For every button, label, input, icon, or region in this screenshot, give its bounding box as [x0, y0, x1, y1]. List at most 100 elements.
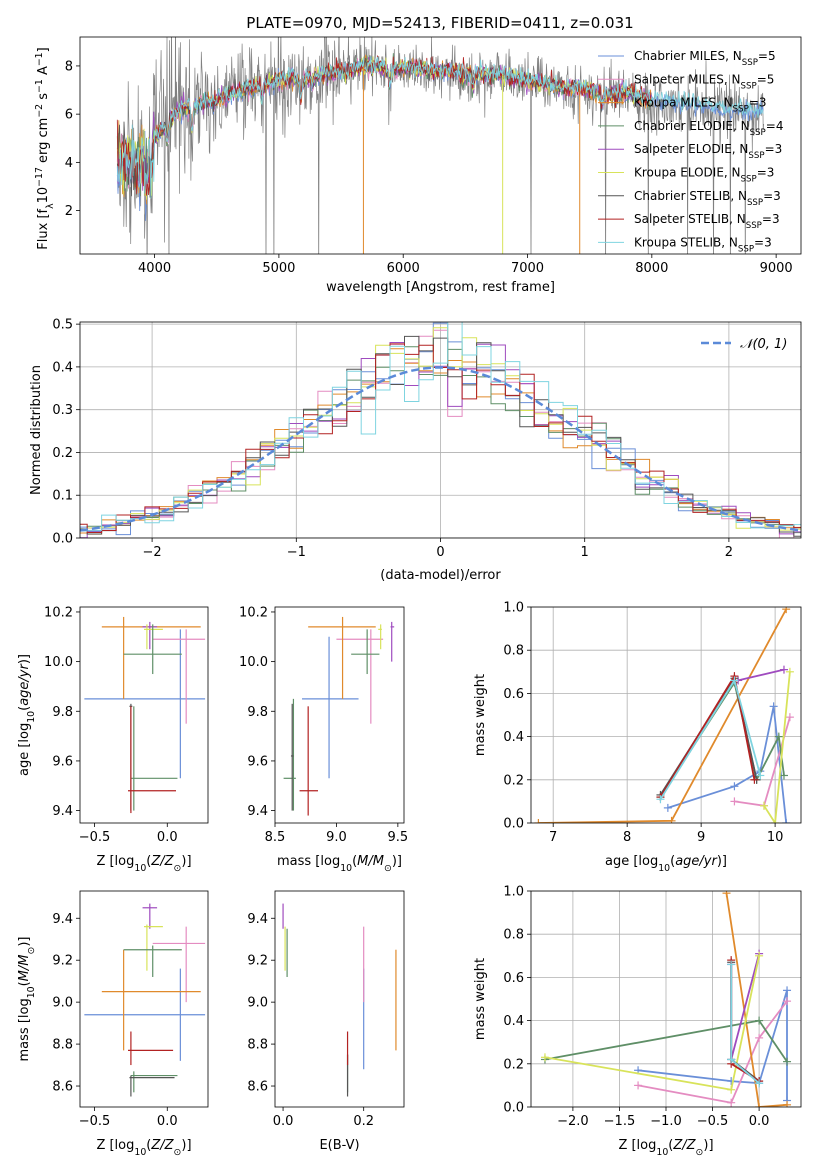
x-tick-label: −0.5 — [79, 830, 111, 845]
label-part: M/M — [17, 955, 32, 982]
label-part: ( — [146, 854, 151, 869]
label-part: Salpeter MILES, N — [634, 72, 741, 86]
legend-label: 𝒩(0, 1) — [740, 337, 787, 352]
x-tick-label: −1.0 — [650, 1114, 682, 1129]
y-tick-label: 4 — [65, 156, 73, 171]
label-part: 10 — [134, 863, 146, 874]
label-part: −2 — [34, 104, 45, 118]
legend-label: Kroupa MILES, NSSP=3 — [634, 96, 767, 115]
label-part: λ — [45, 203, 56, 209]
label-part: 10 — [134, 1147, 146, 1158]
label-part: )] — [17, 654, 32, 664]
label-part: ⊙ — [384, 863, 392, 874]
label-part: =3 — [763, 189, 781, 203]
x-tick-label: 5000 — [262, 261, 295, 276]
label-part: Z [log — [96, 854, 134, 869]
axes-frame — [79, 36, 802, 255]
label-part: age [log — [17, 723, 32, 776]
panel-age_vs_Z: −0.5 0.09.49.69.810.010.2Z [log10(Z/Z⊙)]a… — [17, 605, 209, 874]
panel-weight_vs_Z: −2.0 −1.5 −1.0 −0.5 0.0 0.0 0.2 0.4 0.6 0.8 1.0 Z [… — [473, 885, 802, 1158]
axes-frame — [530, 606, 802, 824]
y-tick-label: 9.4 — [52, 912, 73, 927]
label-part: Z [log — [96, 1138, 134, 1153]
y-tick-label: 0.4 — [503, 1014, 524, 1029]
y-tick-label: 9.2 — [52, 954, 73, 969]
label-part: erg cm — [36, 118, 51, 167]
model-spectrum-8 — [116, 56, 764, 199]
y-tick-label: 8.8 — [52, 1038, 73, 1053]
y-tick-label: 6 — [65, 108, 73, 123]
label-part: Z [log — [618, 1138, 656, 1153]
label-part: ( — [670, 854, 675, 869]
y-tick-label: 9.8 — [247, 705, 268, 720]
label-part: =3 — [757, 166, 775, 180]
weight-line-2 — [725, 893, 788, 1107]
label-part: age/yr — [17, 662, 32, 705]
label-part: 10 — [340, 863, 352, 874]
y-tick-label: 9.0 — [52, 996, 73, 1011]
label-part: Kroupa ELODIE, N — [634, 166, 741, 180]
label-part: ( — [668, 1138, 673, 1153]
plot-area — [116, 37, 765, 254]
weight-line-4 — [737, 668, 785, 682]
x-tick-label: −2.0 — [557, 1114, 589, 1129]
y-tick-label: 0.4 — [52, 360, 73, 375]
x-tick-label: 0.0 — [749, 1114, 770, 1129]
legend-label: Salpeter ELODIE, NSSP=3 — [634, 142, 782, 161]
legend-label: Chabrier ELODIE, NSSP=4 — [634, 119, 783, 138]
y-tick-label: 0.2 — [503, 1057, 524, 1072]
legend-label: Chabrier MILES, NSSP=5 — [634, 49, 776, 68]
label-part: Kroupa STELIB, N — [634, 235, 738, 249]
label-part: SSP — [748, 151, 764, 161]
label-part: =4 — [766, 119, 784, 133]
label-part: −1 — [34, 79, 45, 93]
label-part: =5 — [758, 49, 776, 63]
axes-frame — [79, 606, 209, 824]
plot-area — [531, 891, 801, 1107]
label-part: ⊙ — [26, 947, 37, 955]
label-part: =3 — [765, 142, 783, 156]
y-tick-label: 1.0 — [503, 885, 524, 900]
label-part: =3 — [749, 96, 767, 110]
histogram-1 — [80, 329, 801, 538]
y-tick-label: 0.0 — [503, 1101, 524, 1116]
label-part: s — [36, 93, 51, 104]
x-tick-label: 8000 — [635, 261, 668, 276]
x-tick-label: −0.5 — [79, 1114, 111, 1129]
weight-line-8 — [659, 678, 762, 800]
x-axis-label: age [log10(age/yr)] — [605, 854, 727, 874]
y-tick-label: 10.2 — [239, 605, 268, 620]
x-axis-label: mass [log10(M/M⊙)] — [277, 854, 402, 874]
plot-area — [80, 322, 801, 538]
plot-area — [531, 607, 801, 823]
x-axis-label: Z [log10(Z/Z⊙)] — [96, 1138, 191, 1158]
label-part: Kroupa MILES, N — [634, 96, 733, 110]
x-tick-label: 9 — [697, 830, 705, 845]
legend-label: Kroupa ELODIE, NSSP=3 — [634, 166, 774, 185]
label-part: SSP — [742, 58, 758, 68]
plot-area — [84, 616, 206, 814]
label-part: Salpeter ELODIE, N — [634, 142, 748, 156]
y-tick-label: 0.8 — [503, 928, 524, 943]
panel-mass_vs_Z: −0.5 0.08.68.89.09.29.4Z [log10(Z/Z⊙)]mas… — [17, 890, 209, 1158]
x-axis-label: (data-model)/error — [380, 568, 501, 583]
x-tick-label: 1 — [581, 545, 589, 560]
y-axis-label: mass weight — [473, 674, 488, 756]
y-tick-label: 0.8 — [503, 644, 524, 659]
x-tick-label: 9.0 — [326, 830, 347, 845]
label-part: mass [log — [277, 854, 340, 869]
histogram-0 — [80, 322, 801, 536]
label-part: =5 — [757, 72, 775, 86]
y-axis-label: Normed distribution — [29, 365, 44, 495]
y-axis-label: Flux [fλ10−17 erg cm−2 s−1 A−1] — [34, 47, 56, 249]
y-tick-label: 0.2 — [503, 773, 524, 788]
y-tick-label: 0.6 — [503, 687, 524, 702]
label-part: SSP — [741, 175, 757, 185]
label-part: −17 — [34, 167, 45, 187]
y-tick-label: 0.3 — [52, 403, 73, 418]
x-tick-label: 0.0 — [157, 830, 178, 845]
label-part: SSP — [750, 128, 766, 138]
